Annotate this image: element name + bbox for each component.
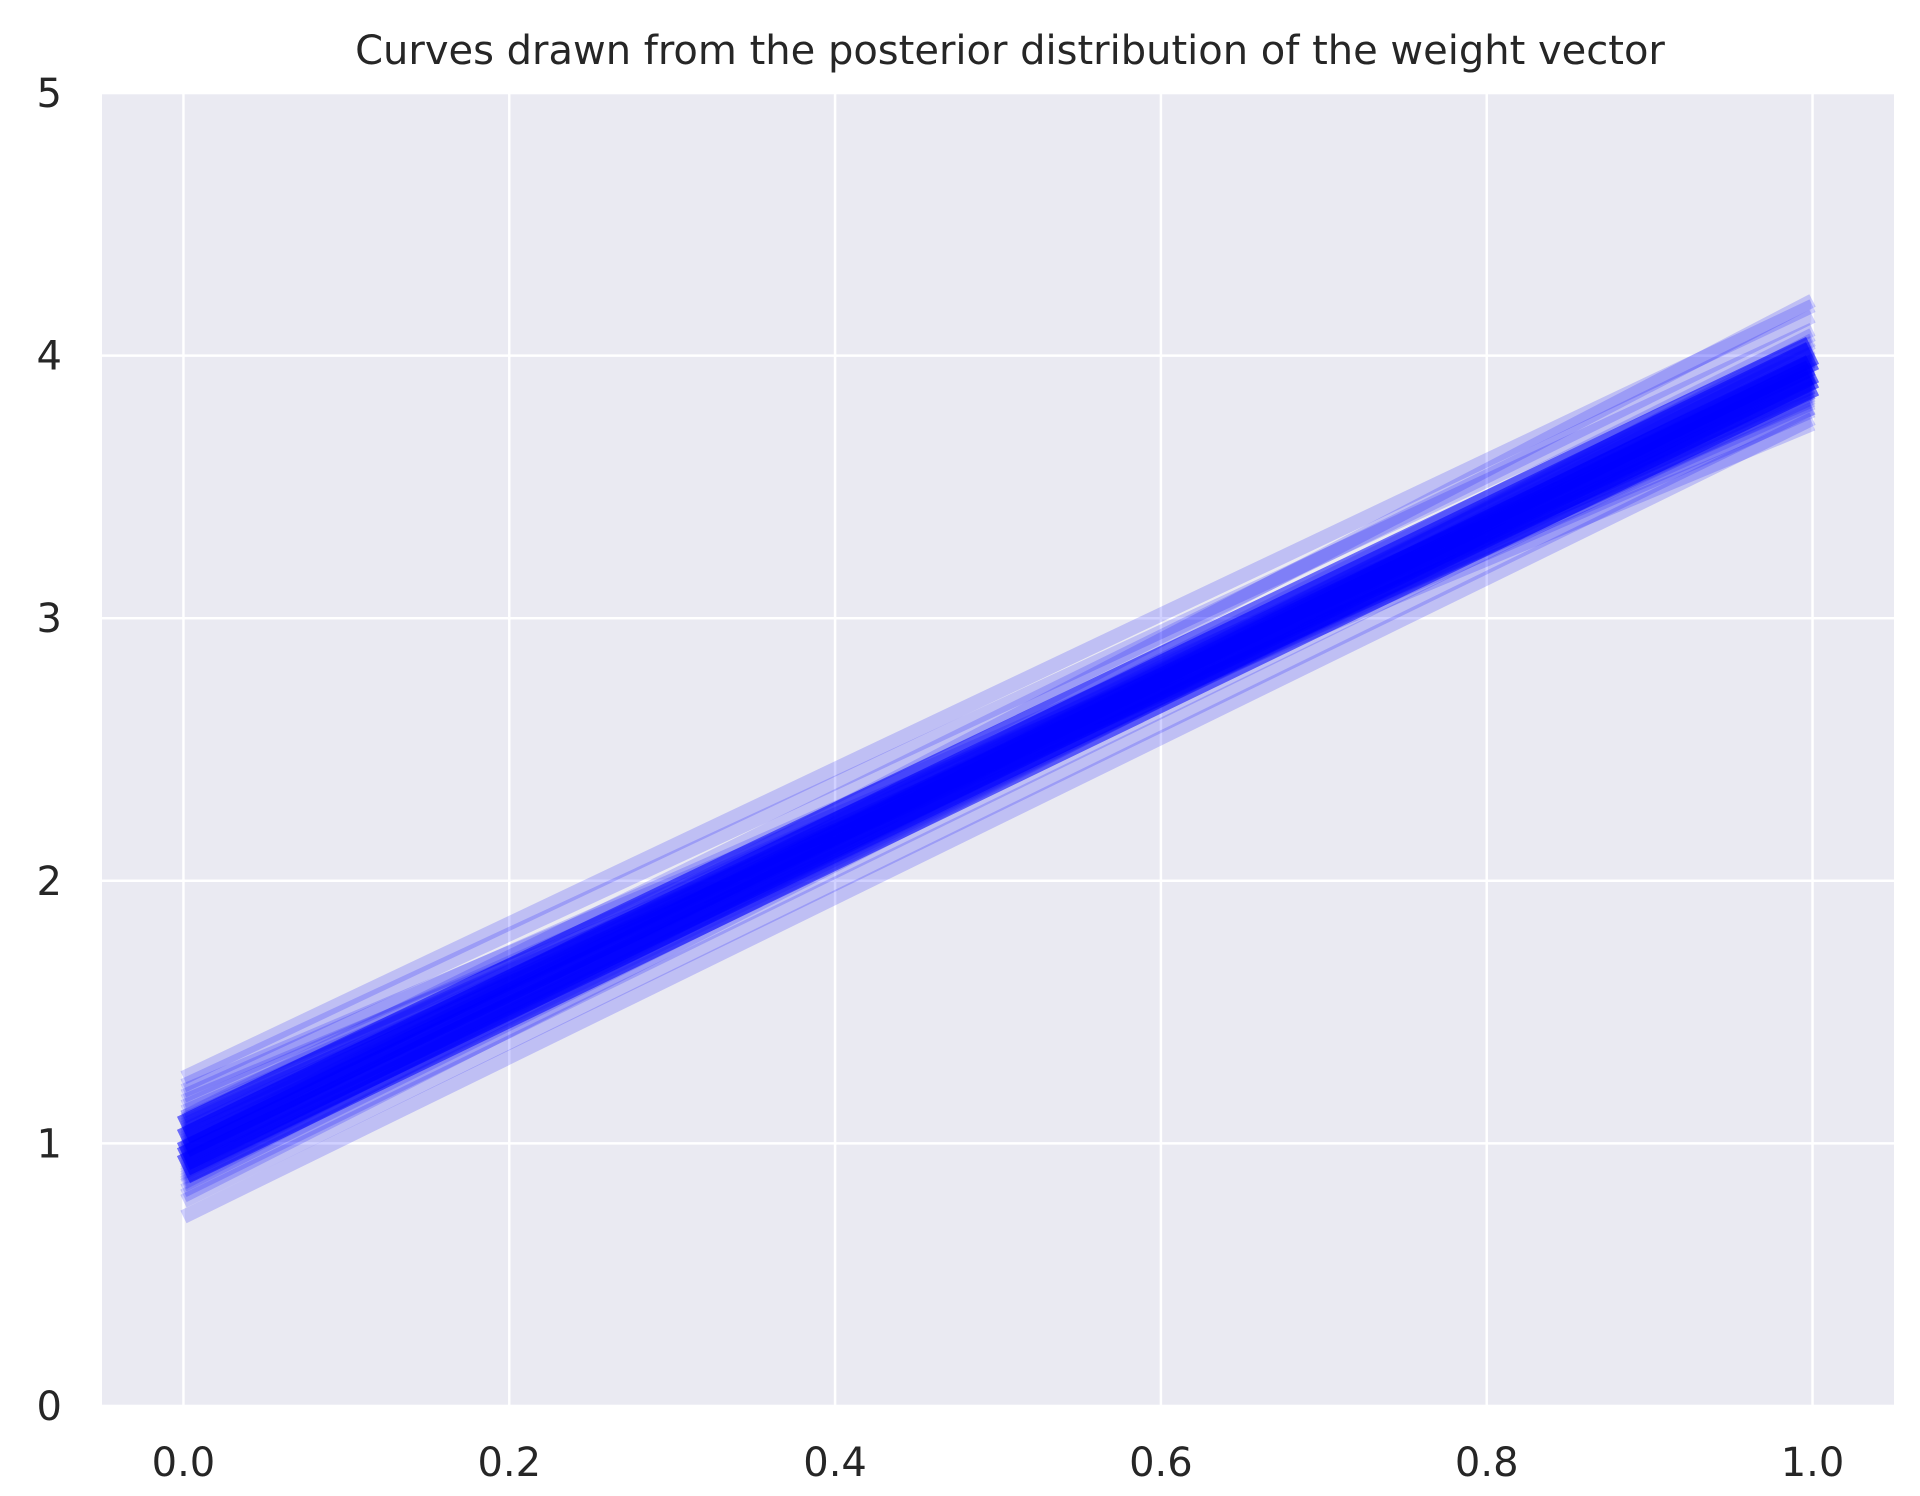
x-tick-label: 0.2: [477, 1440, 541, 1486]
x-tick-label: 0.4: [803, 1440, 867, 1486]
posterior-core-line-4: [176, 360, 1820, 1176]
y-tick-label: 3: [37, 596, 62, 642]
x-tick-label: 0.0: [152, 1440, 216, 1486]
x-tick-labels: 0.0 0.2 0.4 0.6 0.8 1.0: [152, 1440, 1845, 1486]
y-tick-label: 0: [37, 1384, 62, 1430]
x-tick-label: 0.8: [1455, 1440, 1519, 1486]
x-tick-label: 0.6: [1129, 1440, 1193, 1486]
posterior-core-line-3: [176, 336, 1820, 1144]
posterior-sample-line-0: [180, 412, 1816, 1224]
y-tick-label: 2: [37, 859, 62, 905]
grid: [102, 91, 1894, 1408]
y-tick-label: 1: [37, 1121, 62, 1167]
posterior-sample-line-36: [180, 309, 1816, 1124]
y-tick-label: 5: [37, 71, 62, 117]
posterior-sample-line-35: [180, 299, 1816, 1085]
y-tick-label: 4: [37, 334, 62, 380]
chart-title: Curves drawn from the posterior distribu…: [355, 28, 1665, 74]
posterior-sample-line-34: [180, 322, 1816, 1092]
posterior-sample-line-1: [180, 401, 1816, 1208]
x-tick-label: 1.0: [1781, 1440, 1845, 1486]
y-tick-labels: 0 1 2 3 4 5: [37, 71, 62, 1430]
sample-lines: [176, 294, 1820, 1224]
